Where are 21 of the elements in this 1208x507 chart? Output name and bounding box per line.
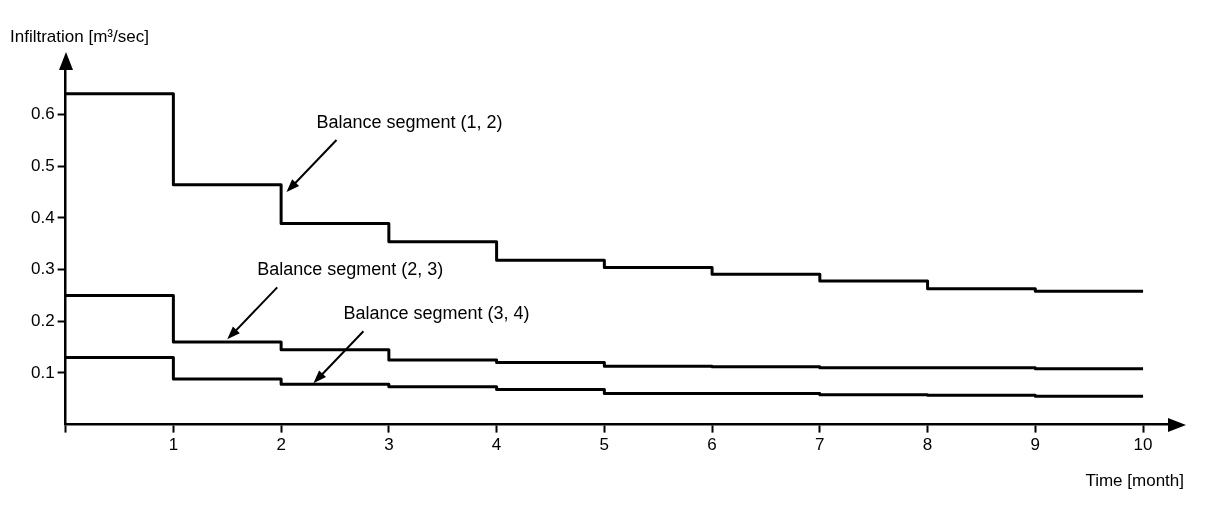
annotation: Balance segment (2, 3) [257, 259, 444, 280]
x-tick-label: 4 [491, 435, 502, 455]
x-axis-title: Time [month] [1085, 470, 1184, 490]
y-tick-label: 0.6 [30, 104, 55, 124]
y-axis-title: Infiltration [m³/sec] [10, 27, 149, 47]
annotation: Balance segment (1, 2) [316, 112, 503, 132]
x-tick-label: 3 [384, 435, 394, 455]
y-tick-label: 0.1 [30, 362, 55, 382]
annotation: Balance segment (3, 4) [343, 303, 530, 324]
y-tick-label: 0.2 [30, 310, 55, 330]
y-tick-label: 0.4 [30, 207, 55, 227]
x-tick-label: 7 [815, 435, 825, 455]
y-tick-label: 0.3 [30, 259, 55, 279]
x-tick-label: 2 [276, 435, 286, 455]
y-tick-label: 0.5 [30, 155, 55, 175]
x-tick-label: 8 [922, 435, 933, 455]
x-tick-label: 10 [1133, 435, 1153, 455]
x-tick-label: 5 [599, 435, 610, 455]
x-tick-label: 9 [1030, 435, 1041, 455]
x-tick-label: 6 [707, 435, 717, 455]
x-tick-label: 1 [168, 435, 179, 455]
